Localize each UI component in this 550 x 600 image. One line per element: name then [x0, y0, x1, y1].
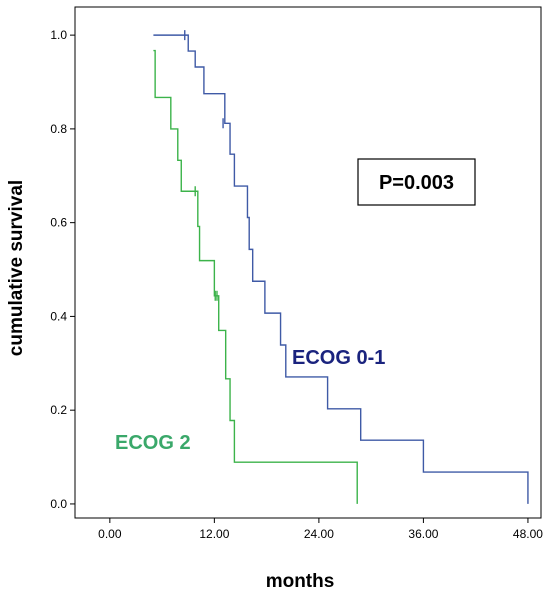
series-line-ecog-0-1 — [153, 34, 529, 504]
y-tick-label: 1.0 — [50, 28, 67, 42]
series-line-ecog-2 — [153, 49, 358, 504]
series-group — [153, 30, 529, 504]
x-tick-label: 12.00 — [199, 527, 229, 541]
y-tick-label: 0.8 — [50, 122, 67, 136]
y-tick-label: 0.6 — [50, 216, 67, 230]
y-tick-label: 0.4 — [50, 309, 67, 323]
series-label-ecog-2: ECOG 2 — [115, 432, 191, 454]
y-axis-title: cumulative survival — [6, 180, 27, 356]
y-axis: 0.0 0.2 0.4 0.6 0.8 1.0 — [50, 28, 75, 511]
plot-area-frame — [74, 6, 542, 519]
x-tick-label: 48.00 — [513, 527, 543, 541]
p-value-text: P=0.003 — [379, 172, 454, 194]
y-tick-label: 0.2 — [50, 403, 67, 417]
x-tick-label: 0.00 — [98, 527, 122, 541]
p-value-box: P=0.003 — [357, 158, 476, 206]
series-label-ecog-0-1: ECOG 0-1 — [292, 347, 385, 369]
x-tick-label: 36.00 — [408, 527, 438, 541]
x-axis: 0.00 12.00 24.00 36.00 48.00 — [98, 518, 543, 541]
y-tick-label: 0.0 — [50, 497, 67, 511]
x-axis-title: months — [266, 571, 335, 592]
x-tick-label: 24.00 — [304, 527, 334, 541]
p-value-frame — [357, 158, 476, 206]
